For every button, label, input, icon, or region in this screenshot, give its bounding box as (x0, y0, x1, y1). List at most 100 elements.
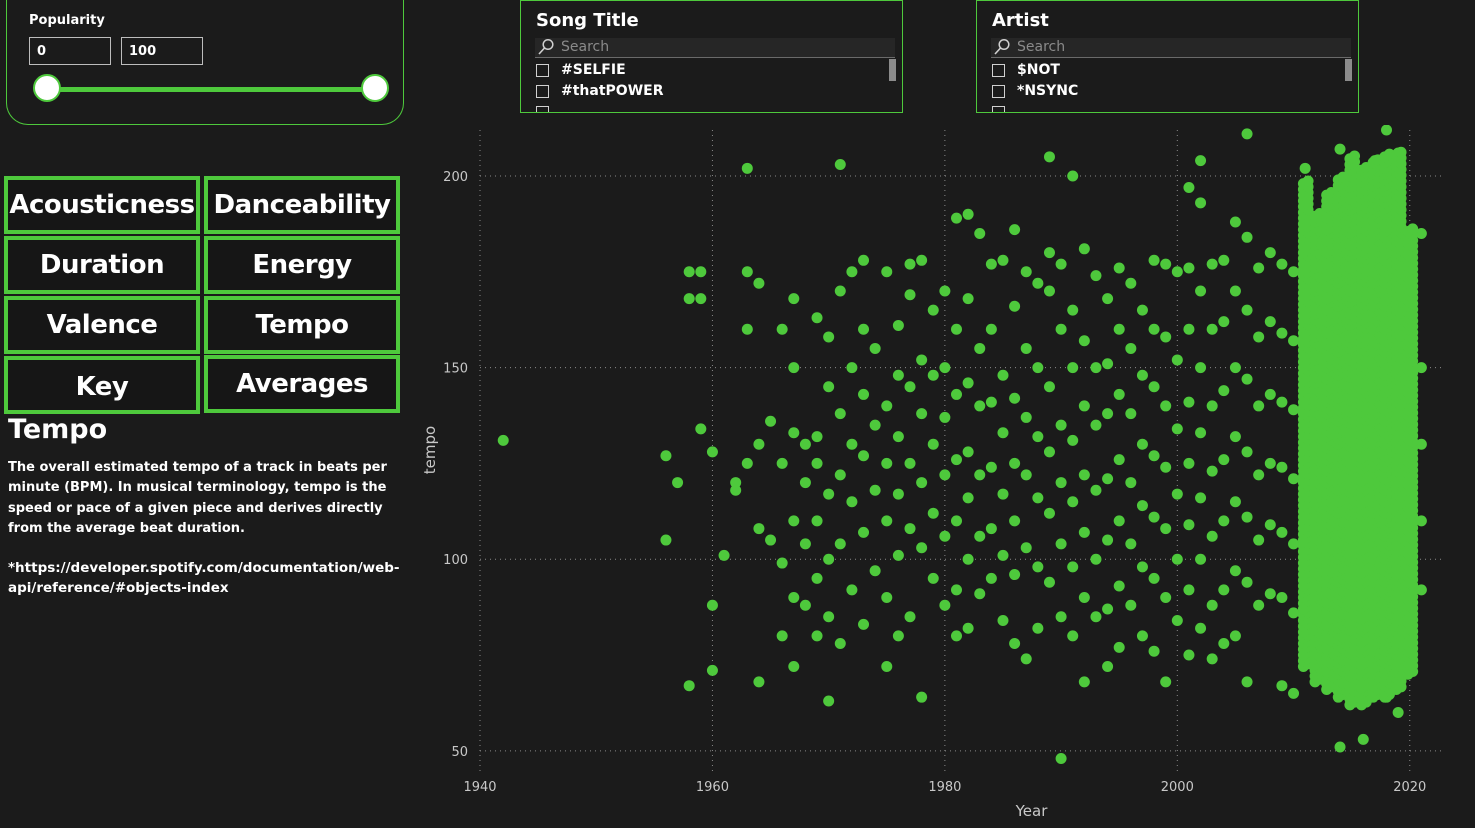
data-point[interactable] (974, 588, 986, 600)
data-point[interactable] (741, 323, 753, 335)
data-point[interactable] (1125, 538, 1137, 550)
data-point[interactable] (904, 289, 916, 301)
song-title-scrollbar[interactable] (889, 59, 896, 81)
data-point[interactable] (776, 323, 788, 335)
data-point[interactable] (1253, 400, 1265, 412)
data-point[interactable] (788, 427, 800, 439)
data-point[interactable] (1218, 385, 1230, 397)
data-point[interactable] (1125, 342, 1137, 354)
data-point[interactable] (1253, 599, 1265, 611)
data-point[interactable] (892, 549, 904, 561)
data-point[interactable] (683, 266, 695, 278)
data-point[interactable] (1067, 496, 1079, 508)
data-point[interactable] (951, 630, 962, 642)
data-point[interactable] (985, 323, 997, 335)
data-point[interactable] (1043, 247, 1055, 259)
data-point[interactable] (823, 611, 835, 623)
data-point[interactable] (869, 565, 881, 577)
data-point[interactable] (823, 695, 835, 707)
data-point[interactable] (1136, 369, 1148, 381)
data-point[interactable] (660, 534, 672, 546)
data-point[interactable] (997, 549, 1009, 561)
key-button[interactable]: Key (4, 356, 200, 414)
data-point[interactable] (1206, 530, 1218, 542)
data-point[interactable] (753, 277, 765, 289)
data-point[interactable] (1125, 408, 1137, 420)
data-point[interactable] (706, 446, 718, 458)
data-point[interactable] (741, 457, 753, 469)
data-point[interactable] (1032, 622, 1044, 634)
data-point[interactable] (1218, 254, 1230, 266)
data-point[interactable] (834, 158, 846, 170)
data-point[interactable] (1276, 592, 1288, 604)
data-point[interactable] (881, 266, 893, 278)
data-point[interactable] (799, 477, 811, 489)
data-point[interactable] (1160, 461, 1172, 473)
data-point[interactable] (962, 446, 974, 458)
data-point[interactable] (834, 638, 846, 650)
data-point[interactable] (1113, 454, 1125, 466)
data-point[interactable] (776, 457, 788, 469)
data-point[interactable] (1415, 584, 1427, 596)
song-title-search[interactable]: Search (535, 38, 895, 58)
data-point[interactable] (1032, 561, 1044, 573)
data-point[interactable] (904, 611, 916, 623)
data-point[interactable] (962, 553, 974, 565)
data-point[interactable] (951, 212, 962, 224)
data-point[interactable] (1183, 584, 1195, 596)
data-point[interactable] (1078, 592, 1090, 604)
data-point[interactable] (1009, 392, 1021, 404)
data-point[interactable] (997, 488, 1009, 500)
data-point[interactable] (916, 254, 928, 266)
data-point[interactable] (776, 557, 788, 569)
data-point[interactable] (1241, 676, 1253, 688)
popularity-max-handle[interactable] (361, 74, 389, 102)
checkbox[interactable] (992, 85, 1005, 98)
data-point[interactable] (753, 438, 765, 450)
data-point[interactable] (823, 553, 835, 565)
data-point[interactable] (1043, 151, 1055, 163)
data-point[interactable] (939, 362, 951, 374)
data-point[interactable] (1113, 515, 1125, 527)
data-point[interactable] (892, 630, 904, 642)
data-point[interactable] (1125, 477, 1137, 489)
data-point[interactable] (1090, 484, 1102, 496)
data-point[interactable] (788, 293, 800, 305)
data-point[interactable] (834, 285, 846, 297)
data-point[interactable] (1113, 641, 1125, 653)
data-point[interactable] (1195, 285, 1207, 297)
data-point[interactable] (985, 461, 997, 473)
data-point[interactable] (1288, 538, 1300, 550)
data-point[interactable] (846, 362, 858, 374)
data-point[interactable] (974, 400, 986, 412)
data-point[interactable] (1032, 492, 1044, 504)
data-point[interactable] (985, 396, 997, 408)
data-point[interactable] (1078, 469, 1090, 481)
data-point[interactable] (916, 542, 928, 554)
data-point[interactable] (939, 411, 951, 423)
data-point[interactable] (1288, 335, 1300, 347)
data-point[interactable] (1102, 473, 1114, 485)
data-point[interactable] (695, 293, 707, 305)
data-point[interactable] (1148, 254, 1160, 266)
data-point[interactable] (1218, 638, 1230, 650)
data-point[interactable] (1206, 400, 1218, 412)
data-point[interactable] (1183, 262, 1195, 274)
data-point[interactable] (1241, 231, 1253, 243)
data-point[interactable] (765, 534, 777, 546)
data-point[interactable] (1136, 561, 1148, 573)
data-point[interactable] (1288, 266, 1300, 278)
data-point[interactable] (1241, 373, 1253, 385)
data-point[interactable] (718, 549, 730, 561)
data-point[interactable] (939, 285, 951, 297)
data-point[interactable] (1136, 438, 1148, 450)
data-point[interactable] (695, 266, 707, 278)
data-point[interactable] (869, 484, 881, 496)
data-point[interactable] (1125, 277, 1137, 289)
data-point[interactable] (1241, 128, 1253, 140)
data-point[interactable] (858, 618, 870, 630)
data-point[interactable] (811, 312, 823, 324)
data-point[interactable] (1218, 584, 1230, 596)
data-point[interactable] (1090, 270, 1102, 282)
artist-search[interactable]: Search (991, 38, 1351, 58)
